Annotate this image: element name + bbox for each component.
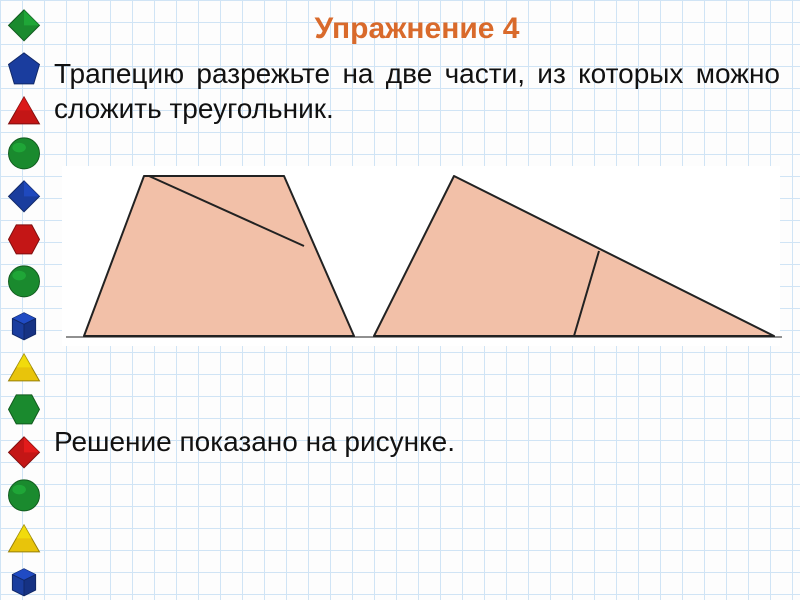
geometry-figure [54, 156, 784, 356]
circle-icon [4, 134, 44, 173]
diamond-icon [4, 6, 44, 45]
diamond-icon [4, 433, 44, 472]
triangle-icon [4, 91, 44, 130]
pentagon-icon [4, 49, 44, 88]
cube-icon [4, 561, 44, 600]
hex-icon [4, 390, 44, 429]
diamond-icon [4, 177, 44, 216]
exercise-title: Упражнение 4 [54, 12, 780, 46]
problem-text: Трапецию разрежьте на две части, из кото… [54, 56, 780, 126]
circle-icon [4, 476, 44, 515]
triangle-icon [4, 519, 44, 558]
circle-icon [4, 262, 44, 301]
solution-text: Решение показано на рисунке. [54, 426, 780, 458]
triangle-icon [4, 348, 44, 387]
slide-content: Упражнение 4 Трапецию разрежьте на две ч… [48, 0, 800, 600]
cube-icon [4, 305, 44, 344]
figure-area [54, 156, 780, 376]
hex-icon [4, 220, 44, 259]
decorative-sidebar [0, 0, 48, 600]
